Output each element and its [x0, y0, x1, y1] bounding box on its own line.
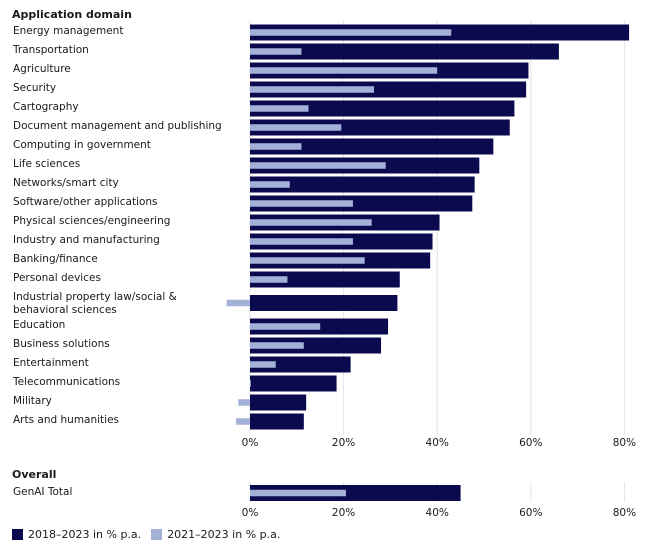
legend-item-2018-2023: 2018–2023 in % p.a. [12, 528, 141, 541]
bar-2021-2023-education [250, 323, 321, 330]
category-label-education: Education [13, 319, 65, 331]
legend-label-2018-2023: 2018–2023 in % p.a. [28, 528, 142, 541]
x-tick-label-0-0: 0% [242, 437, 259, 449]
category-label-personal-devices: Personal devices [13, 272, 101, 284]
category-label-industry-and-manufacturing: Industry and manufacturing [13, 234, 160, 246]
bar-2021-2023-computing-in-government [250, 143, 302, 150]
bar-2021-2023-business-solutions [250, 342, 304, 349]
bar-2021-2023-networks-smart-city [250, 181, 290, 188]
bar-2018-2023-cartography [250, 100, 515, 117]
legend-item-2021-2023: 2021–2023 in % p.a. [151, 528, 280, 541]
x-tick-label-1-0: 0% [242, 507, 259, 519]
category-label-telecommunications: Telecommunications [12, 376, 120, 388]
bar-2021-2023-security [250, 86, 375, 93]
category-label-life-sciences: Life sciences [13, 158, 80, 170]
bar-2021-2023-software-other-applications [250, 200, 353, 207]
bar-2021-2023-agriculture [250, 67, 438, 74]
bar-2021-2023-transportation [250, 48, 302, 55]
bar-2021-2023-cartography [250, 105, 309, 112]
bar-2021-2023-industry-and-manufacturing [250, 238, 353, 245]
category-label-security: Security [13, 82, 56, 94]
bar-2018-2023-arts-and-humanities [250, 413, 304, 430]
category-label-transportation: Transportation [12, 44, 89, 56]
category-label-military: Military [13, 395, 52, 407]
category-label-agriculture: Agriculture [13, 63, 71, 75]
legend-label-2021-2023: 2021–2023 in % p.a. [167, 528, 281, 541]
bar-2018-2023-computing-in-government [250, 138, 494, 155]
bar-2018-2023-military [250, 394, 307, 411]
bar-2021-2023-entertainment [250, 361, 276, 368]
bar-2018-2023-transportation [250, 43, 559, 60]
bar-2021-2023-document-management-and-publishing [250, 124, 342, 131]
bar-2018-2023-document-management-and-publishing [250, 119, 510, 136]
legend: 2018–2023 in % p.a. 2021–2023 in % p.a. [12, 528, 290, 541]
bar-2018-2023-networks-smart-city [250, 176, 475, 193]
bar-2018-2023-security [250, 81, 527, 98]
x-tick-label-0-20: 20% [332, 437, 355, 449]
category-label-entertainment: Entertainment [13, 357, 89, 369]
bar-2021-2023-telecommunications [250, 380, 251, 387]
x-tick-label-0-80: 80% [613, 437, 636, 449]
x-tick-label-0-60: 60% [519, 437, 542, 449]
bar-2021-2023-energy-management [250, 29, 452, 36]
bar-2021-2023-personal-devices [250, 276, 288, 283]
category-label-document-management-and-publishing: Document management and publishing [13, 120, 222, 132]
bar-2021-2023-military [238, 399, 250, 406]
category-label-networks-smart-city: Networks/smart city [13, 177, 119, 189]
bar-2021-2023-physical-sciences-engineering [250, 219, 372, 226]
bar-2018-2023-entertainment [250, 356, 351, 373]
category-label-energy-management: Energy management [13, 25, 123, 37]
bar-2021-2023-genai-total [250, 489, 346, 497]
legend-swatch-2018-2023 [12, 529, 23, 540]
panel-title-1: Overall [12, 468, 56, 481]
panel-title-0: Application domain [12, 8, 132, 21]
x-tick-label-1-40: 40% [426, 507, 449, 519]
category-label-banking-finance: Banking/finance [13, 253, 98, 265]
x-tick-label-1-20: 20% [332, 507, 355, 519]
bar-2018-2023-business-solutions [250, 337, 382, 354]
category-label-computing-in-government: Computing in government [13, 139, 151, 151]
bar-2018-2023-industrial-property-law-social-behavioral-sciences [250, 295, 398, 311]
bar-2018-2023-software-other-applications [250, 195, 473, 212]
x-tick-label-1-80: 80% [613, 507, 636, 519]
bar-2021-2023-banking-finance [250, 257, 365, 264]
legend-swatch-2021-2023 [151, 529, 163, 540]
x-tick-label-0-40: 40% [426, 437, 449, 449]
bar-2021-2023-industrial-property-law-social-behavioral-sciences [226, 299, 250, 307]
bar-2018-2023-personal-devices [250, 271, 400, 288]
category-label-physical-sciences-engineering: Physical sciences/engineering [13, 215, 170, 227]
category-label-genai-total: GenAI Total [13, 486, 72, 498]
category-label-business-solutions: Business solutions [13, 338, 110, 350]
category-label-cartography: Cartography [13, 101, 79, 113]
category-label-arts-and-humanities: Arts and humanities [13, 414, 119, 426]
bar-2018-2023-telecommunications [250, 375, 337, 392]
bar-2021-2023-arts-and-humanities [235, 418, 250, 425]
bar-2021-2023-life-sciences [250, 162, 386, 169]
x-tick-label-1-60: 60% [519, 507, 542, 519]
bar-2018-2023-genai-total [250, 485, 461, 501]
category-label-software-other-applications: Software/other applications [13, 196, 158, 208]
category-label-industrial-property-law-social-behavioral-sciences: Industrial property law/social & behavior… [13, 291, 177, 316]
